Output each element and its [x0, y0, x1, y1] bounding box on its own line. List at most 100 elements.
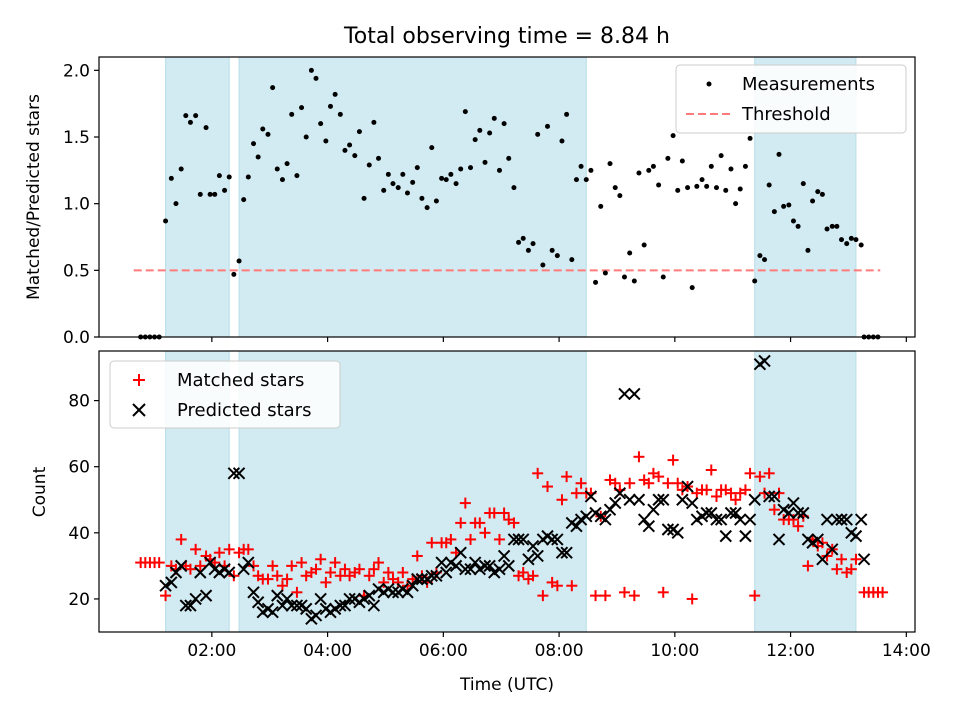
- predicted-star-point: [811, 533, 824, 546]
- legend-matched-label: Matched stars: [177, 370, 304, 391]
- measurement-point: [786, 202, 792, 208]
- measurement-point: [776, 151, 782, 157]
- predicted-star-point: [343, 592, 356, 606]
- measurement-point: [602, 270, 608, 276]
- predicted-star-point: [227, 467, 241, 480]
- matched-star-point: [223, 543, 235, 555]
- measurement-point: [270, 85, 276, 91]
- predicted-star-point: [483, 559, 496, 573]
- predicted-star-point: [840, 513, 853, 526]
- measurement-point: [163, 218, 169, 224]
- measurement-point: [327, 103, 333, 109]
- predicted-star-point: [159, 579, 172, 592]
- predicted-star-point: [189, 592, 202, 606]
- matched-star-point: [248, 560, 260, 572]
- predicted-star-point: [425, 569, 438, 583]
- top-y-ticks: 0.0 0.5 1.0 1.5 2.0: [63, 61, 99, 348]
- matched-star-point: [662, 477, 674, 489]
- predicted-star-point: [628, 387, 641, 401]
- predicted-star-point: [290, 599, 304, 612]
- matched-star-point: [643, 477, 655, 489]
- predicted-star-point: [223, 566, 236, 579]
- x-tick-label: 10:00: [650, 641, 699, 661]
- measurement-point: [366, 162, 372, 168]
- measurement-point: [844, 241, 850, 247]
- measurement-point: [747, 135, 753, 141]
- matched-star-point: [175, 533, 187, 545]
- measurement-point: [197, 191, 203, 197]
- matched-star-point: [686, 593, 698, 605]
- predicted-star-point: [652, 493, 665, 506]
- predicted-star-point: [854, 513, 868, 526]
- measurement-point: [520, 235, 526, 241]
- measurement-point: [588, 167, 594, 173]
- predicted-star-point: [545, 533, 559, 546]
- matched-star-point: [537, 590, 549, 602]
- x-tick-label: 06:00: [419, 641, 468, 661]
- matched-star-point: [575, 477, 587, 489]
- measurement-point: [178, 166, 184, 172]
- matched-star-point: [334, 570, 346, 582]
- matched-star-point: [744, 467, 756, 479]
- bottom-y-tick-label: 40: [68, 524, 90, 544]
- bottom-y-ticks: 20 40 60 80: [68, 392, 99, 610]
- legend-threshold-label: Threshold: [741, 104, 831, 125]
- measurement-point: [848, 235, 854, 241]
- measurement-point: [650, 163, 656, 169]
- measurement-point: [496, 167, 502, 173]
- measurement-point: [598, 203, 604, 209]
- matched-star-point: [153, 557, 165, 569]
- measurement-point: [424, 205, 430, 211]
- measurement-point: [810, 198, 816, 204]
- matched-star-point: [368, 563, 380, 575]
- measurement-point: [545, 123, 551, 129]
- measurement-point: [660, 274, 666, 280]
- matched-star-point: [725, 487, 737, 499]
- matched-star-point: [850, 553, 862, 565]
- measurement-point: [656, 182, 662, 188]
- measurement-point: [665, 155, 671, 161]
- matched-star-point: [532, 467, 544, 479]
- measurement-point: [737, 186, 743, 192]
- measurement-point: [723, 187, 729, 193]
- matched-star-point: [498, 507, 510, 519]
- top-points: [138, 67, 881, 340]
- predicted-star-point: [199, 589, 213, 602]
- bottom-y-tick-label: 80: [68, 392, 90, 412]
- matched-star-point: [286, 560, 298, 572]
- measurement-point: [279, 177, 285, 183]
- matched-star-point: [324, 566, 336, 578]
- matched-star-point: [363, 570, 375, 582]
- measurement-point: [216, 173, 222, 179]
- measurement-point: [535, 131, 541, 137]
- measurement-point: [376, 155, 382, 161]
- measurement-point: [222, 187, 228, 193]
- predicted-star-point: [570, 520, 583, 533]
- predicted-star-point: [251, 596, 265, 609]
- predicted-star-point: [734, 513, 747, 526]
- predicted-star-point: [406, 579, 419, 592]
- predicted-star-point: [459, 562, 472, 576]
- measurement-point: [241, 197, 247, 203]
- measurement-point: [260, 126, 266, 132]
- measurement-point: [752, 278, 758, 284]
- predicted-star-point: [642, 520, 655, 533]
- measurement-point: [858, 242, 864, 248]
- matched-star-point: [411, 550, 423, 562]
- matched-star-point: [455, 517, 467, 529]
- matched-star-point: [653, 471, 665, 483]
- matched-star-point: [739, 484, 751, 496]
- measurement-point: [231, 271, 237, 277]
- matched-star-point: [479, 527, 491, 539]
- measurement-point: [187, 119, 193, 125]
- x-tick-label: 02:00: [187, 641, 236, 661]
- matched-star-point: [493, 533, 505, 545]
- measurement-point: [482, 159, 488, 165]
- predicted-star-point: [285, 599, 298, 612]
- measurement-point: [805, 247, 811, 253]
- measurement-point: [819, 191, 825, 197]
- predicted-star-point: [857, 553, 871, 566]
- measurement-point: [530, 241, 536, 247]
- matched-star-point: [570, 487, 582, 499]
- measurement-point: [583, 177, 589, 183]
